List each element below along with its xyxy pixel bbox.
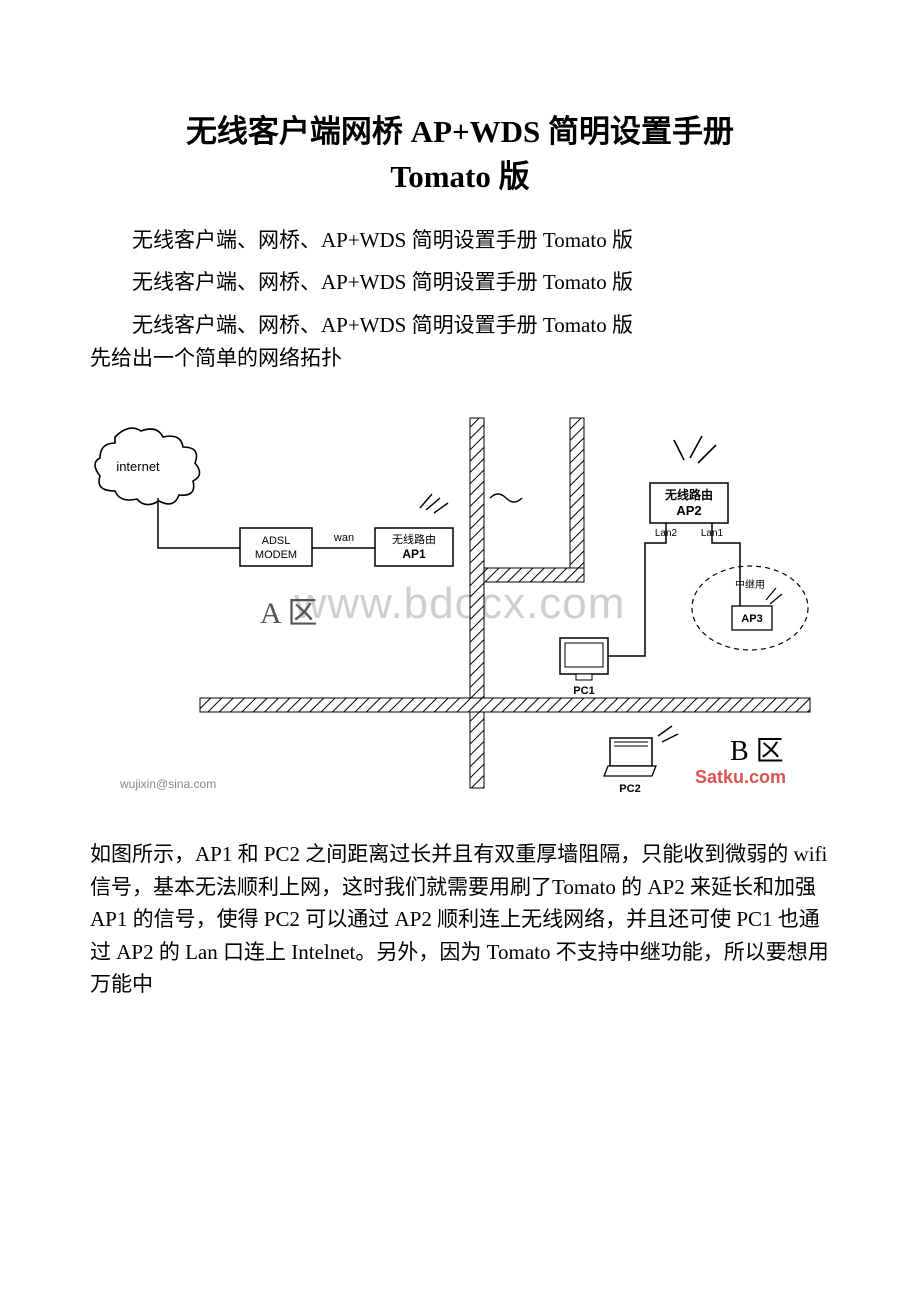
svg-text:www.bdocx.com: www.bdocx.com [294, 579, 626, 628]
svg-text:PC1: PC1 [573, 685, 594, 697]
svg-text:Satku.com: Satku.com [695, 767, 786, 787]
svg-text:无线路由: 无线路由 [392, 532, 436, 546]
svg-text:PC2: PC2 [619, 783, 640, 795]
paragraph-2: 无线客户端、网桥、AP+WDS 简明设置手册 Tomato 版 [90, 266, 830, 299]
title-line-1: 无线客户端网桥 AP+WDS 简明设置手册 [186, 114, 734, 149]
body-paragraph: 如图所示，AP1 和 PC2 之间距离过长并且有双重厚墙阻隔，只能收到微弱的 w… [90, 838, 830, 1001]
svg-text:AP3: AP3 [741, 613, 762, 625]
paragraph-3b: 先给出一个简单的网络拓扑 [90, 342, 830, 375]
paragraph-3a: 无线客户端、网桥、AP+WDS 简明设置手册 Tomato 版 [90, 309, 830, 342]
svg-text:ADSL: ADSL [262, 535, 291, 547]
svg-text:AP2: AP2 [676, 503, 701, 518]
svg-text:MODEM: MODEM [255, 549, 297, 561]
title-line-2: Tomato 版 [390, 159, 529, 194]
page-title: 无线客户端网桥 AP+WDS 简明设置手册 Tomato 版 [90, 110, 830, 200]
svg-text:AP1: AP1 [402, 547, 426, 561]
svg-text:A 区: A 区 [260, 597, 318, 630]
paragraph-1: 无线客户端、网桥、AP+WDS 简明设置手册 Tomato 版 [90, 224, 830, 257]
svg-text:wujixin@sina.com: wujixin@sina.com [119, 777, 216, 791]
network-diagram: www.bdocx.cominternetADSLMODEM无线路由AP1wan… [90, 388, 830, 808]
svg-text:internet: internet [116, 459, 160, 474]
svg-text:B 区: B 区 [730, 736, 784, 767]
svg-text:中继用: 中继用 [735, 578, 765, 591]
svg-text:无线路由: 无线路由 [664, 487, 713, 502]
svg-text:wan: wan [333, 532, 354, 544]
